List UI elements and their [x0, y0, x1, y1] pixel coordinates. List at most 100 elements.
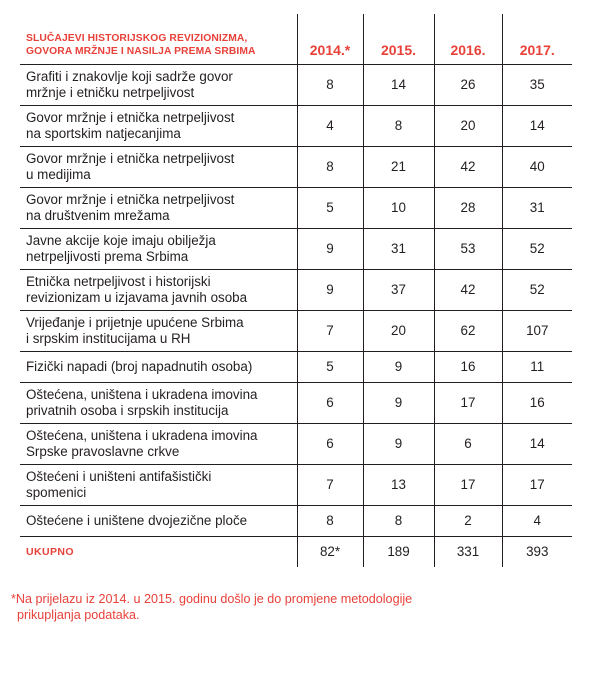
total-value-cell: 82* — [296, 536, 363, 567]
value-cell: 11 — [501, 351, 572, 383]
table-row: Javne akcije koje imaju obilježja netrpel… — [20, 228, 572, 270]
value-cell: 13 — [362, 464, 434, 506]
row-label: Etnička netrpeljivost i historijski reviz… — [20, 269, 297, 311]
value-cell: 37 — [362, 269, 434, 311]
value-cell: 31 — [362, 228, 434, 270]
total-value-cell: 393 — [501, 536, 572, 567]
table-row: Oštećena, uništena i ukradena imovina Srp… — [20, 423, 572, 465]
table-row: Govor mržnje i etnička netrpeljivost na s… — [20, 105, 572, 147]
row-label-line-1: Govor mržnje i etnička netrpeljivost — [26, 110, 235, 125]
table-row: Vrijeđanje i prijetnje upućene Srbima i s… — [20, 310, 572, 352]
row-label: Vrijeđanje i prijetnje upućene Srbima i s… — [20, 310, 297, 352]
table-row: Govor mržnje i etnička netrpeljivost u me… — [20, 146, 572, 188]
row-label-line-2: na sportskim natjecanjima — [26, 126, 181, 141]
row-label-line-2: Srpske pravoslavne crkve — [26, 444, 180, 459]
value-cell: 52 — [501, 228, 572, 270]
row-label: Fizički napadi (broj napadnutih osoba) — [20, 351, 297, 383]
value-cell: 17 — [433, 382, 502, 424]
row-label-line-2: spomenici — [26, 485, 87, 500]
total-label: UKUPNO — [26, 546, 74, 558]
row-label-line-1: Fizički napadi (broj napadnutih osoba) — [26, 359, 253, 374]
footnote-line-1: *Na prijelazu iz 2014. u 2015. godinu do… — [11, 592, 413, 606]
value-cell: 14 — [501, 105, 572, 147]
table-row: Grafiti i znakovlje koji sadrže govor mrž… — [20, 64, 572, 106]
table-row: Oštećena, uništena i ukradena imovina pri… — [20, 382, 572, 424]
value-cell: 6 — [433, 423, 502, 465]
row-label-line-2: i srpskim institucijama u RH — [26, 331, 191, 346]
value-cell: 16 — [433, 351, 502, 383]
row-label: Oštećeni i uništeni antifašistički spomen… — [20, 464, 297, 506]
value-cell: 14 — [501, 423, 572, 465]
value-cell: 9 — [362, 423, 434, 465]
value-cell: 42 — [433, 146, 502, 188]
value-cell: 7 — [296, 310, 363, 352]
row-label-line-1: Oštećena, uništena i ukradena imovina — [26, 428, 258, 443]
value-cell: 21 — [362, 146, 434, 188]
value-cell: 8 — [296, 146, 363, 188]
row-label-line-1: Oštećena, uništena i ukradena imovina — [26, 387, 258, 402]
table-row: Oštećeni i uništeni antifašistički spomen… — [20, 464, 572, 506]
value-cell: 9 — [296, 269, 363, 311]
row-label-line-1: Govor mržnje i etnička netrpeljivost — [26, 151, 235, 166]
table-row: Etnička netrpeljivost i historijski reviz… — [20, 269, 572, 311]
row-label-line-2: revizionizam u izjavama javnih osoba — [26, 290, 248, 305]
row-label-line-1: Vrijeđanje i prijetnje upućene Srbima — [26, 315, 244, 330]
row-label: Javne akcije koje imaju obilježja netrpel… — [20, 228, 297, 270]
row-label-line-1: Oštećeni i uništeni antifašistički — [26, 469, 212, 484]
value-cell: 4 — [501, 505, 572, 537]
value-cell: 8 — [296, 64, 363, 106]
value-cell: 6 — [296, 382, 363, 424]
value-cell: 62 — [433, 310, 502, 352]
table-title: SLUČAJEVI HISTORIJSKOG REVIZIONIZMA, GOV… — [20, 14, 297, 65]
value-cell: 2 — [433, 505, 502, 537]
value-cell: 5 — [296, 187, 363, 229]
value-cell: 17 — [501, 464, 572, 506]
row-label-line-2: u medijima — [26, 167, 91, 182]
value-cell: 16 — [501, 382, 572, 424]
value-cell: 6 — [296, 423, 363, 465]
row-label-line-1: Govor mržnje i etnička netrpeljivost — [26, 192, 235, 207]
value-cell: 52 — [501, 269, 572, 311]
value-cell: 4 — [296, 105, 363, 147]
table-title-line-1: SLUČAJEVI HISTORIJSKOG REVIZIONIZMA, — [26, 33, 248, 44]
value-cell: 17 — [433, 464, 502, 506]
year-header-2017: 2017. — [501, 14, 572, 65]
year-header-2016: 2016. — [433, 14, 502, 65]
value-cell: 9 — [362, 351, 434, 383]
table-header-row: SLUČAJEVI HISTORIJSKOG REVIZIONIZMA, GOV… — [20, 14, 572, 65]
total-value-cell: 189 — [362, 536, 434, 567]
value-cell: 107 — [501, 310, 572, 352]
value-cell: 53 — [433, 228, 502, 270]
methodology-footnote: *Na prijelazu iz 2014. u 2015. godinu do… — [11, 591, 481, 623]
table-row: Fizički napadi (broj napadnutih osoba) 5 9… — [20, 351, 572, 383]
value-cell: 8 — [362, 105, 434, 147]
row-label-line-2: netrpeljivosti prema Srbima — [26, 249, 189, 264]
value-cell: 20 — [433, 105, 502, 147]
row-label-line-2: privatnih osoba i srpskih institucija — [26, 403, 229, 418]
row-label-line-2: mržnje i etničku netrpeljivost — [26, 85, 195, 100]
row-label-line-1: Etnička netrpeljivost i historijski — [26, 274, 211, 289]
row-label: Govor mržnje i etnička netrpeljivost na d… — [20, 187, 297, 229]
incidents-table: SLUČAJEVI HISTORIJSKOG REVIZIONIZMA, GOV… — [20, 14, 572, 567]
value-cell: 20 — [362, 310, 434, 352]
value-cell: 5 — [296, 351, 363, 383]
table-row: Govor mržnje i etnička netrpeljivost na d… — [20, 187, 572, 229]
row-label: Govor mržnje i etnička netrpeljivost na s… — [20, 105, 297, 147]
total-row: UKUPNO 82* 189 331 393 — [20, 536, 572, 567]
value-cell: 8 — [362, 505, 434, 537]
value-cell: 8 — [296, 505, 363, 537]
year-header-2014: 2014.* — [296, 14, 363, 65]
value-cell: 10 — [362, 187, 434, 229]
value-cell: 7 — [296, 464, 363, 506]
value-cell: 26 — [433, 64, 502, 106]
row-label-line-1: Oštećene i uništene dvojezične ploče — [26, 513, 248, 528]
row-label: Oštećene i uništene dvojezične ploče — [20, 505, 297, 537]
row-label-line-1: Grafiti i znakovlje koji sadrže govor — [26, 69, 233, 84]
value-cell: 31 — [501, 187, 572, 229]
row-label-line-1: Javne akcije koje imaju obilježja — [26, 233, 216, 248]
value-cell: 9 — [362, 382, 434, 424]
footnote-line-2: prikupljanja podataka. — [17, 608, 140, 622]
total-value-cell: 331 — [433, 536, 502, 567]
row-label: Govor mržnje i etnička netrpeljivost u me… — [20, 146, 297, 188]
value-cell: 40 — [501, 146, 572, 188]
